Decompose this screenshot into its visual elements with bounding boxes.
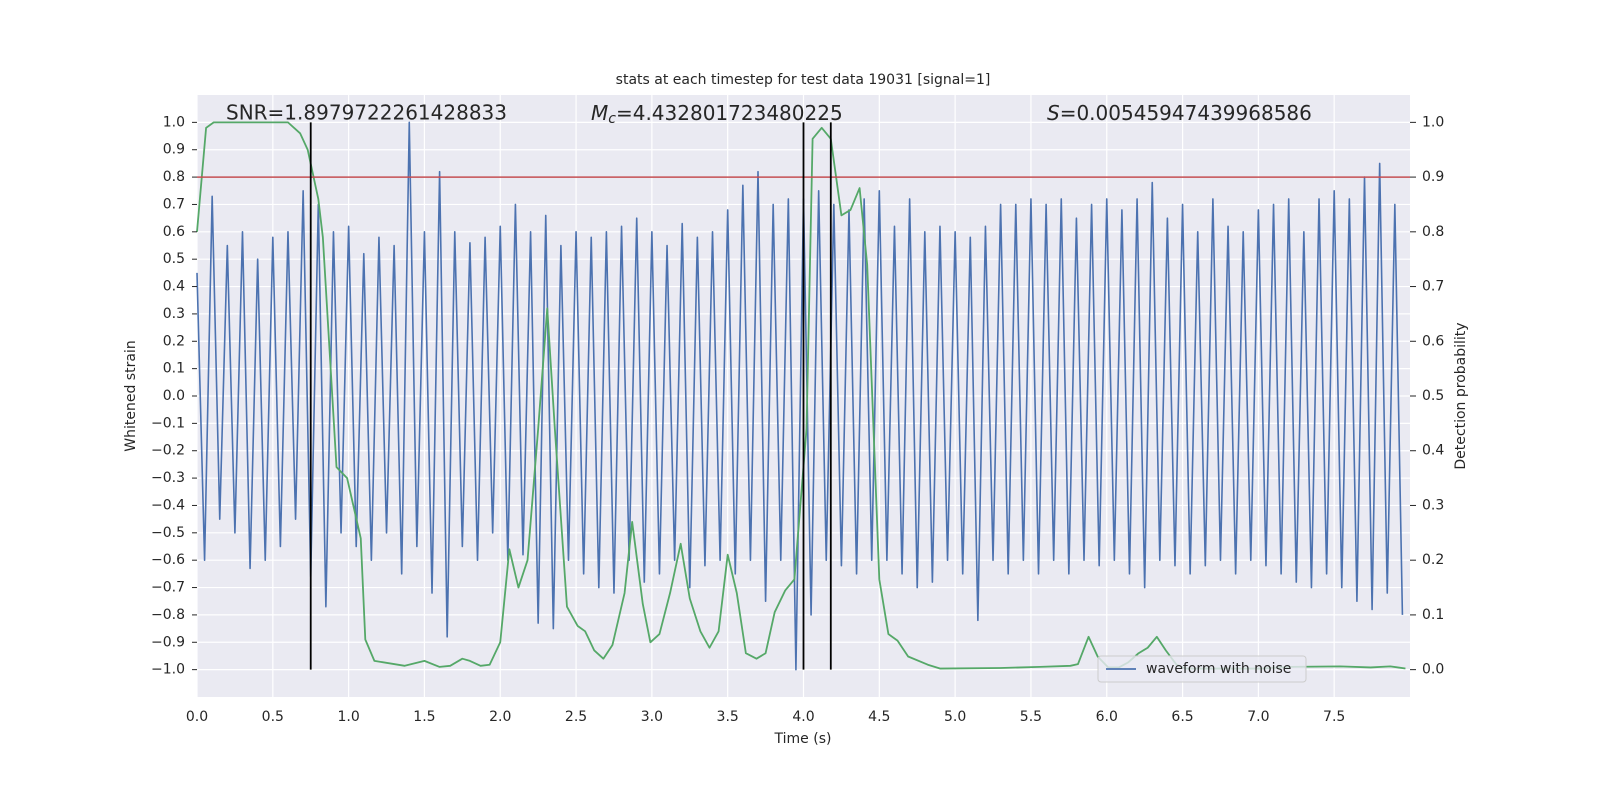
x-tick-label: 3.5 (717, 709, 739, 725)
y2-tick-label: 0.9 (1422, 169, 1444, 185)
y-tick-label: −0.3 (151, 470, 185, 486)
y-tick-label: 0.0 (163, 388, 185, 404)
x-tick-label: 5.0 (944, 709, 966, 725)
series-line (196, 121, 1404, 671)
y-tick-label: −1.0 (151, 662, 185, 678)
y-tick-label: −0.2 (151, 443, 185, 459)
y2-tick-label: 1.0 (1422, 114, 1444, 130)
y-tick-label: −0.5 (151, 525, 185, 541)
x-tick-label: 6.5 (1171, 709, 1193, 725)
y-tick-label: 0.7 (163, 196, 185, 212)
y-tick-label: 0.4 (163, 279, 185, 295)
y-tick-label: −0.1 (151, 415, 185, 431)
x-tick-label: 1.0 (337, 709, 359, 725)
x-tick-label: 7.0 (1247, 709, 1269, 725)
chart-title: stats at each timestep for test data 190… (616, 72, 991, 88)
annotation: Mc=4.432801723480225 (591, 101, 843, 128)
x-tick-label: 2.0 (489, 709, 511, 725)
y-tick-label: 0.5 (163, 251, 185, 267)
annotation-symbol: M (591, 101, 608, 125)
y2-tick-label: 0.3 (1422, 497, 1444, 513)
y-tick-label: 0.8 (163, 169, 185, 185)
x-axis-label: Time (s) (774, 731, 832, 747)
y2-tick-label: 0.8 (1422, 224, 1444, 240)
annotation: SNR=1.8979722261428833 (226, 101, 507, 125)
x-tick-label: 1.5 (413, 709, 435, 725)
y2-tick-label: 0.2 (1422, 552, 1444, 568)
x-tick-label: 2.5 (565, 709, 587, 725)
x-tick-label: 7.5 (1323, 709, 1345, 725)
legend: waveform with noise (1097, 655, 1307, 683)
y2-tick-label: 0.1 (1422, 607, 1444, 623)
x-tick-label: 0.5 (262, 709, 284, 725)
y-tick-label: 0.3 (163, 306, 185, 322)
y2-tick-label: 0.0 (1422, 662, 1444, 678)
y2-tick-label: 0.7 (1422, 279, 1444, 295)
y2-axis-label: Detection probability (1453, 322, 1469, 469)
y-tick-label: −0.7 (151, 580, 185, 596)
x-tick-label: 0.0 (186, 709, 208, 725)
y-tick-label: 1.0 (163, 114, 185, 130)
annotation-subscript: c (608, 111, 616, 127)
y-axis-label: Whitened strain (123, 340, 139, 451)
y-tick-label: −0.9 (151, 634, 185, 650)
y-tick-label: 0.9 (163, 142, 185, 158)
y-tick-label: −0.6 (151, 552, 185, 568)
legend-box (1097, 655, 1307, 683)
y-tick-label: 0.6 (163, 224, 185, 240)
x-tick-label: 3.0 (641, 709, 663, 725)
annotation: S=0.00545947439968586 (1047, 101, 1312, 125)
y2-tick-label: 0.6 (1422, 333, 1444, 349)
y-tick-label: 0.1 (163, 361, 185, 377)
x-tick-label: 4.5 (868, 709, 890, 725)
legend-label: waveform with noise (1146, 661, 1291, 677)
x-tick-label: 6.0 (1096, 709, 1118, 725)
y-tick-label: 0.2 (163, 333, 185, 349)
y2-tick-label: 0.4 (1422, 443, 1444, 459)
annotation-value: =4.432801723480225 (616, 101, 843, 125)
x-tick-label: 5.5 (1020, 709, 1042, 725)
y2-tick-label: 0.5 (1422, 388, 1444, 404)
annotation-value: =0.00545947439968586 (1060, 101, 1312, 125)
x-tick-label: 4.0 (792, 709, 814, 725)
y-tick-label: −0.4 (151, 497, 185, 513)
y-tick-label: −0.8 (151, 607, 185, 623)
annotation-symbol: S (1047, 101, 1060, 125)
